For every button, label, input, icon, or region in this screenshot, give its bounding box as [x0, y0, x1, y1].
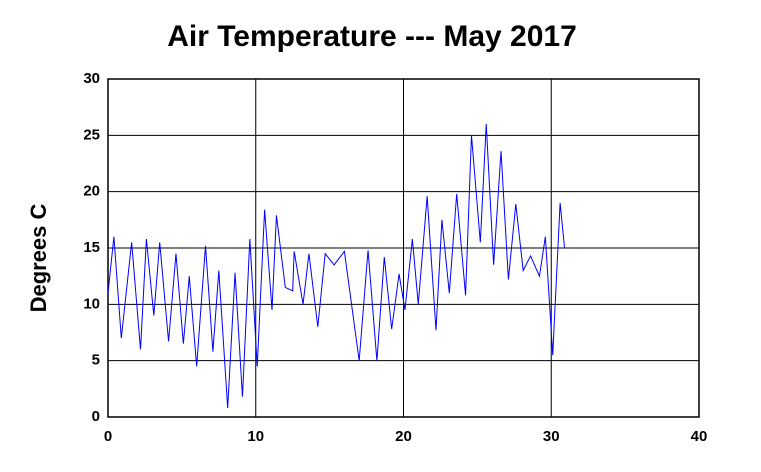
x-tick-label: 20	[395, 428, 412, 445]
x-tick-label: 30	[543, 428, 560, 445]
x-tick-label: 10	[247, 428, 264, 445]
y-tick-label: 0	[92, 408, 100, 425]
y-axis-label: Degrees C	[26, 203, 51, 312]
x-tick-label: 40	[691, 428, 708, 445]
y-tick-label: 15	[83, 239, 100, 256]
y-tick-label: 20	[83, 183, 100, 200]
x-tick-label: 0	[104, 428, 112, 445]
y-tick-label: 10	[83, 295, 100, 312]
y-tick-label: 30	[83, 70, 100, 87]
data-line	[107, 124, 566, 409]
y-tick-label: 25	[83, 126, 100, 143]
chart-title: Air Temperature --- May 2017	[167, 20, 577, 53]
y-tick-label: 5	[92, 352, 100, 369]
